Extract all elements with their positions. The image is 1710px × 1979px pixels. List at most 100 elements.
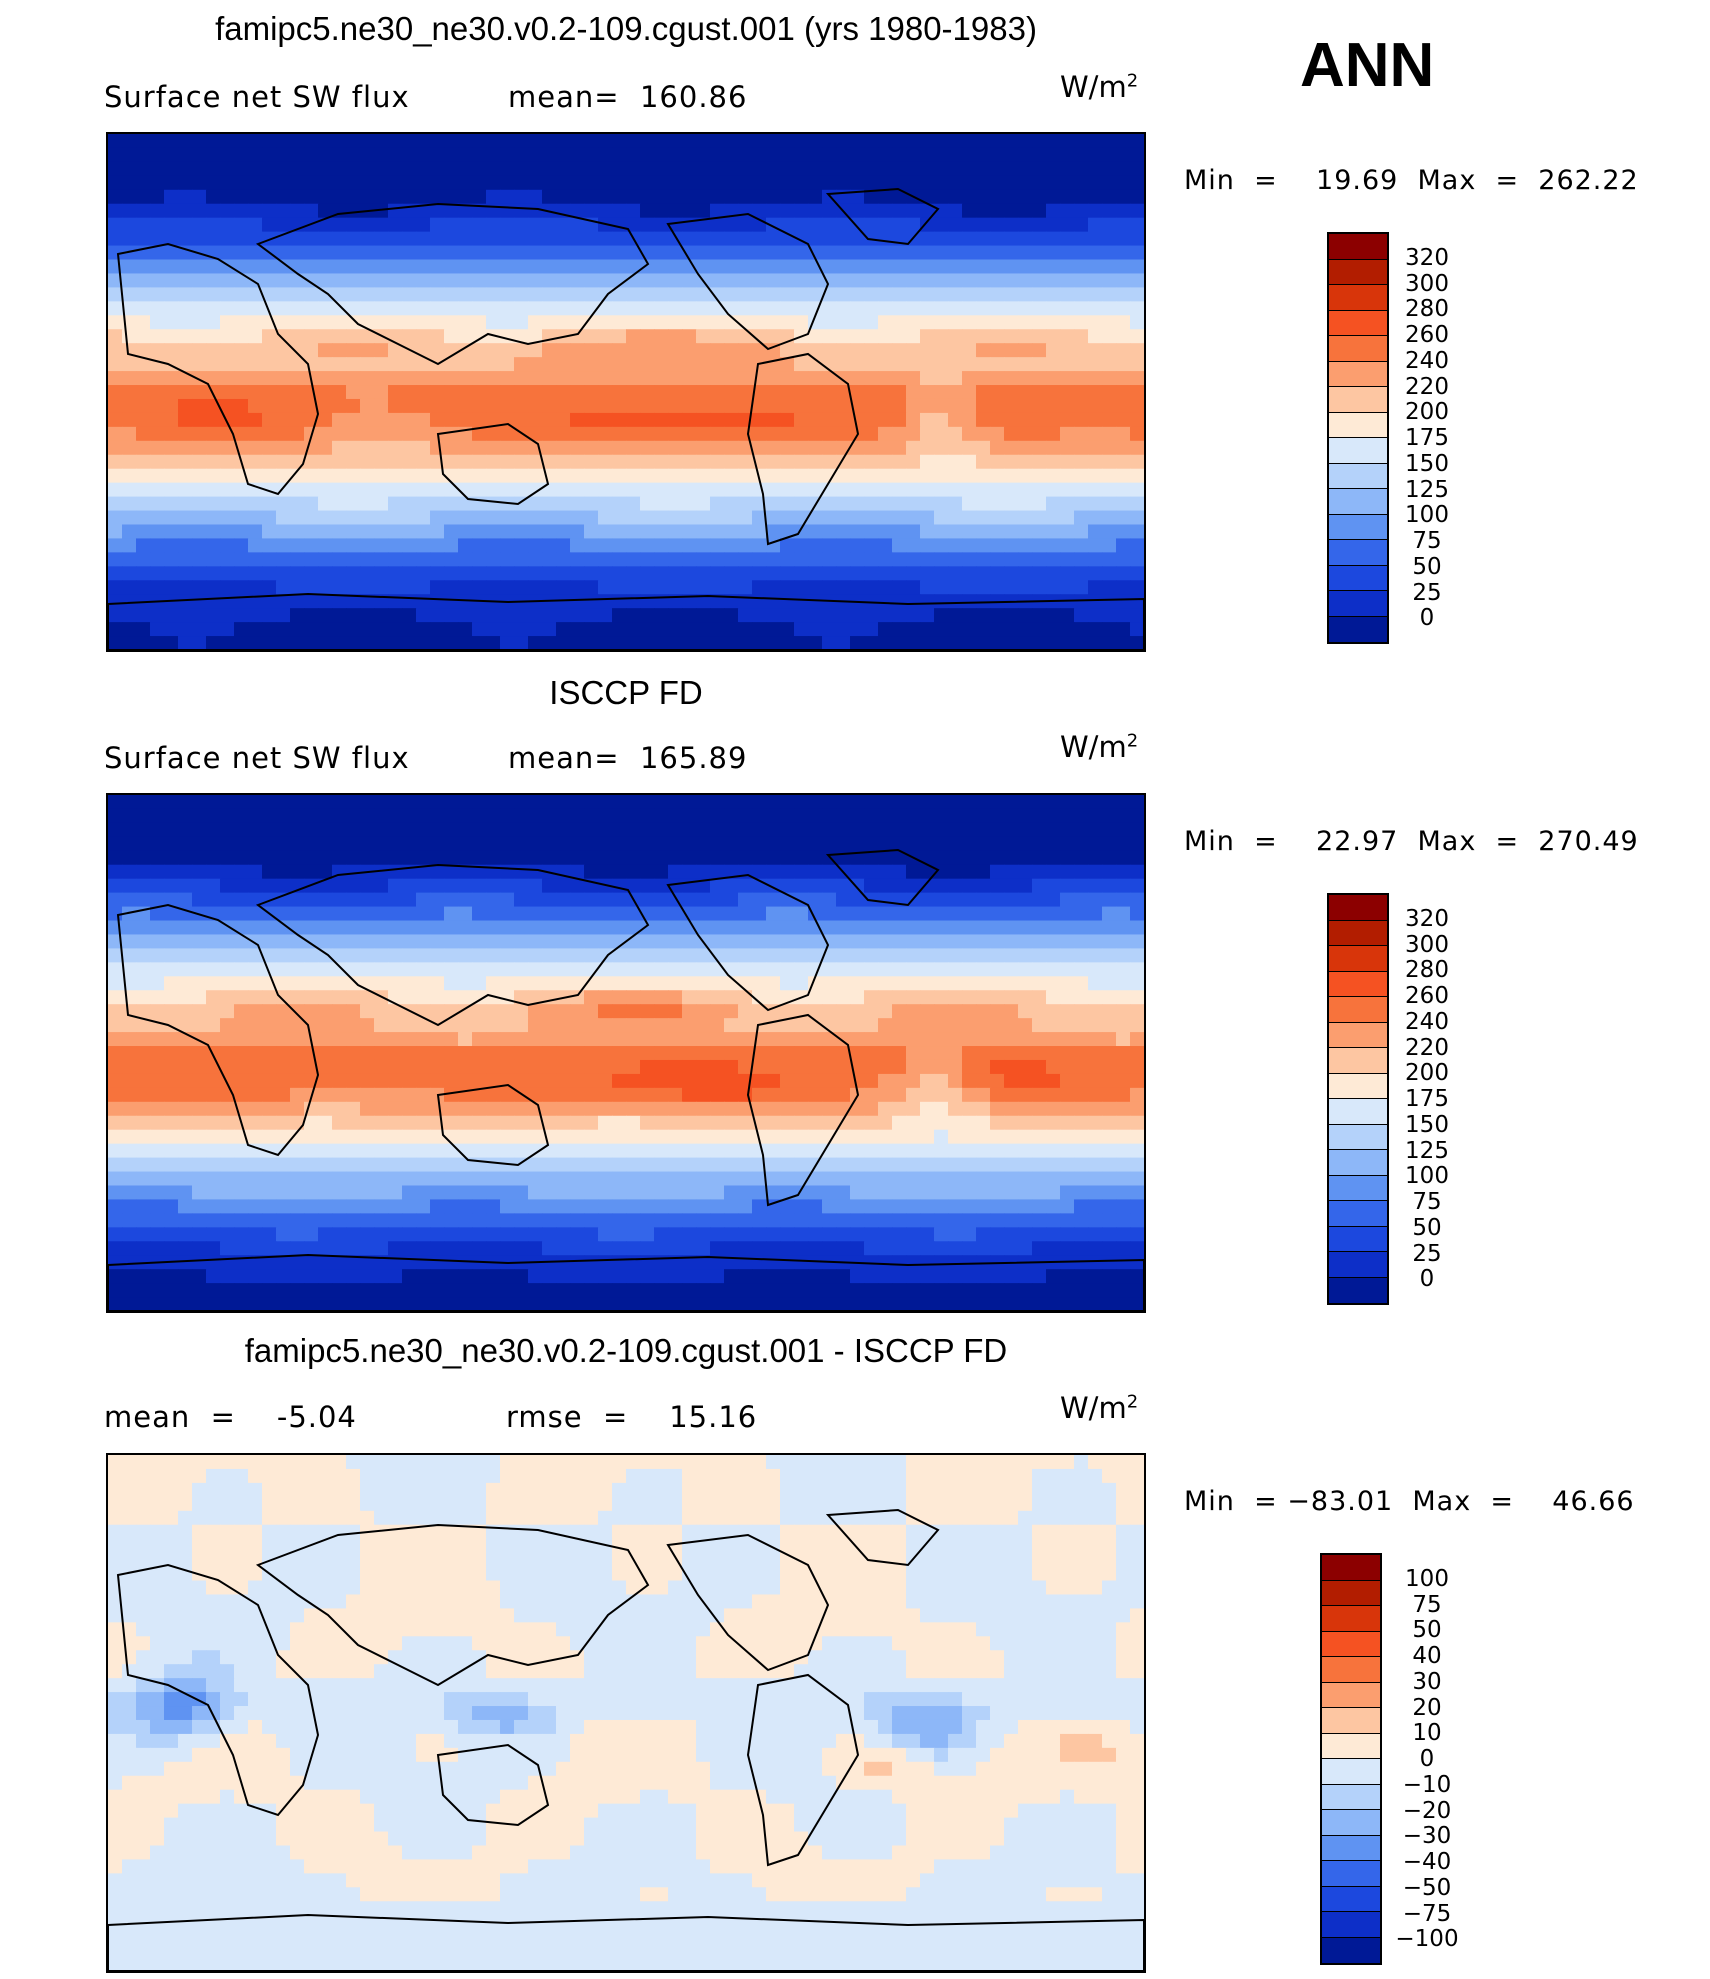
map-field-cell	[122, 357, 137, 372]
map-field-cell	[780, 566, 795, 581]
map-field-cell	[542, 398, 557, 414]
map-field-cell	[682, 412, 697, 428]
map-field-cell	[710, 329, 725, 344]
map-field-cell	[318, 878, 333, 894]
map-field-cell	[864, 1199, 879, 1214]
map-field-cell	[262, 1199, 277, 1214]
map-field-cell	[374, 948, 389, 963]
map-field-cell	[192, 315, 207, 330]
map-field-cell	[416, 482, 431, 498]
map-field-cell	[1116, 1073, 1131, 1089]
map-field-cell	[290, 287, 305, 302]
map-field-cell	[430, 175, 445, 191]
map-field-cell	[108, 454, 123, 470]
map-field-cell	[514, 822, 529, 838]
map-field-cell	[654, 1046, 669, 1061]
map-field-cell	[150, 398, 165, 414]
map-field-cell	[752, 1143, 767, 1159]
map-field-cell	[374, 524, 389, 540]
map-field-cell	[136, 636, 151, 650]
map-field-cell	[668, 385, 683, 400]
map-field-cell	[682, 990, 697, 1005]
map-field-cell	[234, 1032, 249, 1047]
map-field-cell	[570, 1171, 585, 1187]
map-field-cell	[248, 552, 263, 567]
map-field-cell	[500, 1059, 515, 1075]
map-field-cell	[892, 510, 907, 526]
map-field-cell	[766, 161, 781, 177]
map-field-cell	[542, 892, 557, 908]
map-field-cell	[374, 385, 389, 400]
map-field-cell	[710, 161, 725, 177]
map-field-cell	[682, 231, 697, 247]
map-field-cell	[724, 608, 739, 623]
map-field-cell	[360, 822, 375, 838]
map-field-cell	[374, 850, 389, 866]
map-field-cell	[472, 1087, 487, 1103]
map-field-cell	[878, 287, 893, 302]
map-field-cell	[122, 189, 137, 205]
map-field-cell	[724, 1059, 739, 1075]
map-field-cell	[234, 231, 249, 247]
map-field-cell	[1046, 1143, 1061, 1159]
map-field-cell	[766, 892, 781, 908]
map-field-cell	[234, 1199, 249, 1214]
map-field-cell	[920, 892, 935, 908]
map-field-cell	[262, 189, 277, 205]
map-field-cell	[1004, 468, 1019, 484]
map-field-cell	[150, 412, 165, 428]
map-field-cell	[682, 315, 697, 330]
map-field-cell	[920, 808, 935, 824]
map-field-cell	[808, 1087, 823, 1103]
map-field-cell	[934, 566, 949, 581]
map-field-cell	[766, 454, 781, 470]
map-field-cell	[794, 1087, 809, 1103]
map-field-cell	[514, 878, 529, 894]
map-field-cell	[640, 1004, 655, 1019]
map-field-cell	[514, 357, 529, 372]
map-field-cell	[164, 468, 179, 484]
map-field-cell	[430, 836, 445, 852]
map-field-cell	[738, 245, 753, 261]
map-field-cell	[318, 990, 333, 1005]
map-field-cell	[192, 426, 207, 442]
map-field-cell	[528, 1032, 543, 1047]
map-field-cell	[962, 948, 977, 963]
map-field-cell	[892, 468, 907, 484]
map-field-cell	[458, 161, 473, 177]
map-field-cell	[1018, 1115, 1033, 1131]
map-field-cell	[332, 934, 347, 950]
map-field-cell	[892, 482, 907, 498]
map-field-cell	[556, 287, 571, 302]
map-field-cell	[878, 412, 893, 428]
map-field-cell	[500, 357, 515, 372]
map-field-cell	[612, 357, 627, 372]
map-field-cell	[374, 808, 389, 824]
map-field-cell	[808, 385, 823, 400]
map-field-cell	[192, 636, 207, 650]
map-field-cell	[318, 864, 333, 880]
map-field-cell	[486, 134, 501, 149]
map-field-cell	[192, 808, 207, 824]
map-field-cell	[542, 440, 557, 456]
map-field-cell	[472, 315, 487, 330]
map-field-cell	[626, 822, 641, 838]
map-field-cell	[318, 1129, 333, 1145]
map-field-cell	[710, 850, 725, 866]
map-field-cell	[780, 454, 795, 470]
map-field-cell	[304, 538, 319, 553]
map-field-cell	[654, 371, 669, 386]
map-field-cell	[332, 245, 347, 261]
map-field-cell	[150, 217, 165, 233]
map-field-cell	[556, 468, 571, 484]
map-field-cell	[1060, 948, 1075, 963]
map-field-cell	[570, 920, 585, 936]
map-field-cell	[430, 301, 445, 316]
map-field-cell	[472, 231, 487, 247]
panel-1-minmax: Min = 19.69 Max = 262.22	[1184, 165, 1639, 196]
map-field-cell	[206, 962, 221, 977]
map-field-cell	[1130, 147, 1144, 163]
map-field-cell	[1004, 1073, 1019, 1089]
map-field-cell	[388, 371, 403, 386]
map-field-cell	[654, 1073, 669, 1089]
